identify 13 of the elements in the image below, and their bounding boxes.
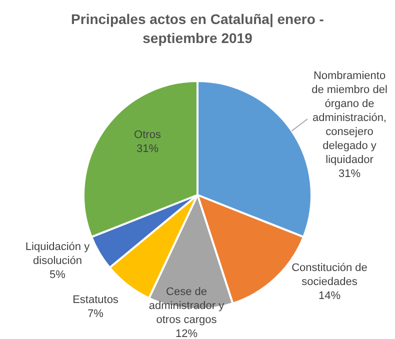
data-label: 7%	[88, 308, 104, 320]
slice-label: Otros	[134, 129, 162, 142]
chart-title: Principales actos en Cataluña| enero -septiembre 2019	[70, 10, 325, 48]
slice-label: Estatutos	[72, 294, 119, 306]
data-label: 5%	[50, 269, 66, 282]
slice-label: Liquidación y disolución	[25, 241, 90, 268]
data-label: 14%	[318, 290, 341, 302]
data-label: 31%	[136, 143, 159, 156]
data-label: 12%	[175, 328, 198, 339]
data-label: 31%	[338, 168, 361, 180]
slice-label: Constitución de sociedades	[292, 262, 368, 288]
slice-label: Cese de administrador y otros cargos	[148, 286, 225, 326]
slice-label: Nombramiento de miembro del órgano de administración, consejero delegado y liquidador	[312, 70, 388, 166]
